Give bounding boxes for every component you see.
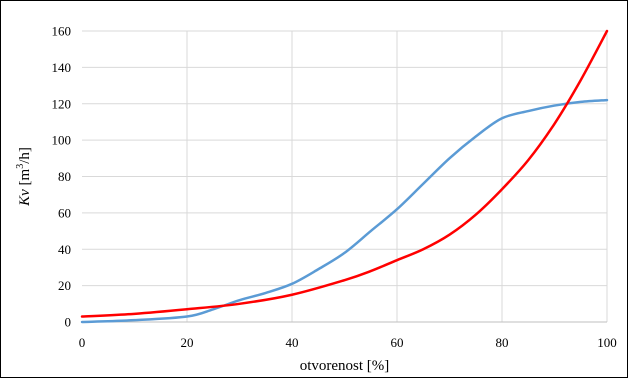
grid bbox=[82, 30, 608, 322]
x-axis-title: otvorenost [%] bbox=[300, 358, 390, 374]
y-tick-label-100: 100 bbox=[52, 133, 72, 148]
x-tick-label-0: 0 bbox=[79, 335, 86, 350]
y-tick-label-0: 0 bbox=[65, 315, 72, 330]
y-tick-label-160: 160 bbox=[52, 24, 72, 39]
x-tick-label-20: 20 bbox=[181, 335, 194, 350]
y-tick-label-20: 20 bbox=[58, 278, 71, 293]
y-tick-label-140: 140 bbox=[52, 60, 72, 75]
y-axis-title: Kv [m3/h] bbox=[15, 147, 33, 207]
y-tick-label-60: 60 bbox=[58, 205, 71, 220]
y-axis-title-symbol: Kv bbox=[17, 189, 33, 207]
series-lines bbox=[80, 29, 609, 324]
x-tick-label-80: 80 bbox=[496, 335, 509, 350]
series-line-2 bbox=[80, 29, 609, 318]
y-axis-title-unit: [m bbox=[17, 168, 33, 189]
x-tick-label-40: 40 bbox=[286, 335, 299, 350]
y-tick-label-40: 40 bbox=[58, 242, 71, 257]
series-line-1 bbox=[80, 98, 609, 324]
x-tick-label-100: 100 bbox=[597, 335, 617, 350]
y-axis-title-unit-tail: /h] bbox=[17, 147, 33, 164]
y-tick-label-120: 120 bbox=[52, 96, 72, 111]
y-tick-label-80: 80 bbox=[58, 169, 71, 184]
x-tick-labels: 0 20 40 60 80 100 bbox=[79, 335, 617, 350]
y-axis-title-unit-sup: 3 bbox=[15, 164, 26, 169]
y-tick-labels: 0 20 40 60 80 100 120 140 160 bbox=[52, 24, 72, 330]
x-tick-label-60: 60 bbox=[391, 335, 404, 350]
